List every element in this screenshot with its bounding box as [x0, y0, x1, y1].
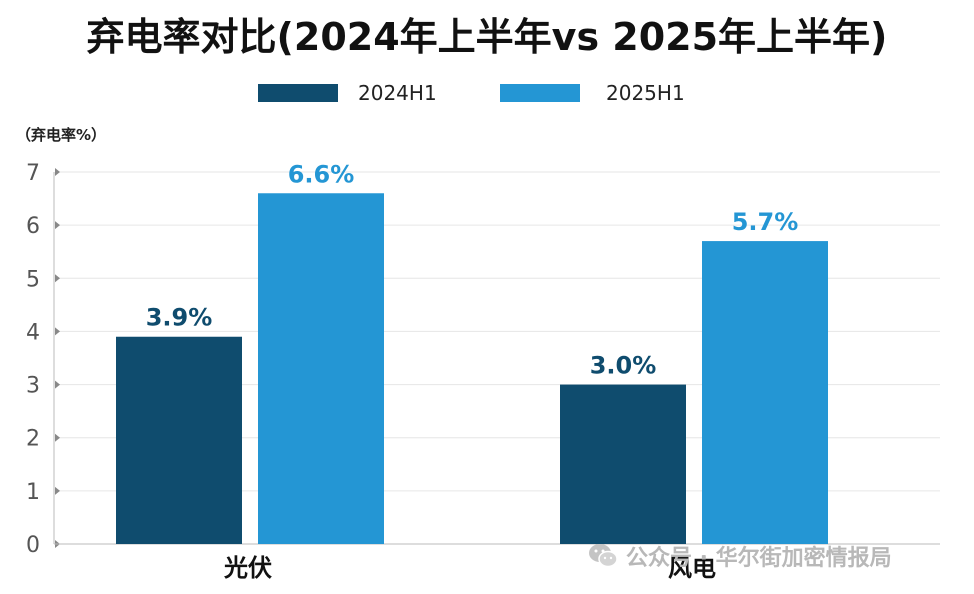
y-tick-marker — [55, 486, 60, 495]
data-label: 3.9% — [146, 304, 213, 332]
y-tick-label: 4 — [26, 320, 40, 345]
chart-title: 弃电率对比(2024年上半年vs 2025年上半年) — [86, 15, 888, 59]
y-axis-title: （弃电率%） — [16, 126, 106, 144]
y-tick-label: 7 — [26, 161, 40, 186]
watermark-text: 公众号 · 华尔街加密情报局 — [626, 546, 892, 571]
legend-label-2025h1: 2025H1 — [606, 81, 685, 105]
x-category-label: 风电 — [668, 554, 716, 582]
y-tick-marker — [55, 380, 60, 389]
y-tick-label: 2 — [26, 427, 40, 452]
bar-2025h1-0 — [258, 193, 384, 544]
data-label: 5.7% — [732, 208, 799, 236]
bar-2025h1-1 — [702, 241, 828, 545]
bar-2024h1-1 — [560, 384, 686, 544]
y-tick-label: 6 — [26, 214, 40, 239]
data-label: 3.0% — [590, 352, 657, 380]
data-label: 6.6% — [288, 160, 355, 188]
y-tick-label: 3 — [26, 374, 40, 399]
legend-swatch-2024h1 — [258, 84, 338, 102]
bar-2024h1-0 — [116, 336, 242, 544]
y-tick-label: 5 — [26, 267, 40, 292]
y-tick-marker — [55, 168, 60, 176]
y-tick-marker — [55, 327, 60, 336]
y-tick-label: 0 — [26, 533, 40, 558]
y-tick-marker — [55, 433, 60, 442]
y-tick-label: 1 — [26, 480, 40, 505]
wechat-icon — [589, 544, 618, 568]
x-category-label: 光伏 — [223, 554, 272, 582]
y-tick-marker — [55, 274, 60, 283]
y-tick-marker — [55, 221, 60, 230]
legend-label-2024h1: 2024H1 — [358, 81, 437, 105]
chart-legend: 2024H1 2025H1 — [0, 80, 974, 106]
legend-swatch-2025h1 — [500, 84, 580, 102]
